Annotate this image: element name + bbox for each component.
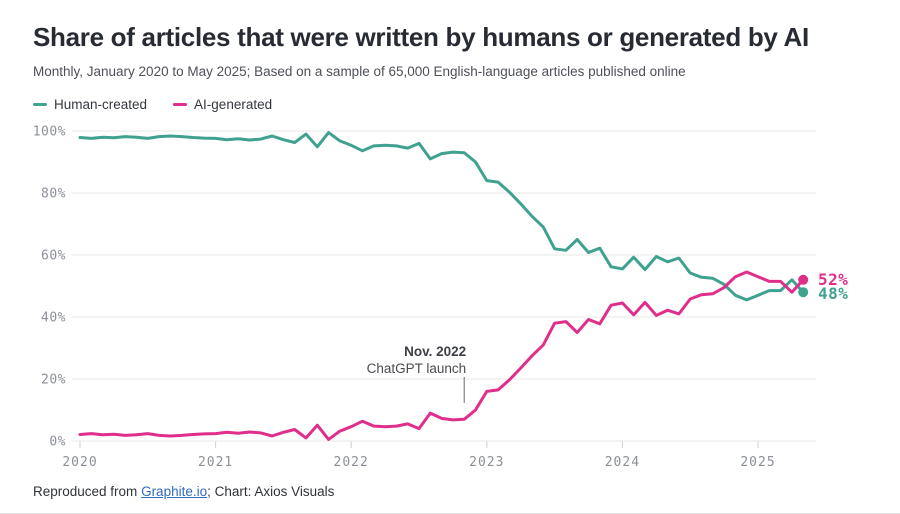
- legend-label-human: Human-created: [54, 97, 148, 112]
- chart-source: Reproduced from Graphite.io; Chart: Axio…: [33, 484, 334, 499]
- chart-legend: Human-created AI-generated: [33, 97, 272, 112]
- x-axis-label: 2023: [469, 455, 504, 470]
- x-axis-label: 2024: [605, 455, 640, 470]
- chart-subtitle: Monthly, January 2020 to May 2025; Based…: [33, 64, 686, 79]
- ai-generated-end-dot: [798, 274, 809, 285]
- y-axis-label: 20%: [41, 373, 66, 388]
- annotation-text: ChatGPT launch: [367, 361, 467, 376]
- x-axis-label: 2022: [334, 455, 369, 470]
- source-suffix: ; Chart: Axios Visuals: [207, 484, 335, 499]
- human-line-swatch-icon: [33, 102, 47, 107]
- source-prefix: Reproduced from: [33, 484, 142, 499]
- y-axis-label: 60%: [41, 249, 66, 264]
- x-axis-label: 2025: [740, 455, 775, 470]
- legend-label-ai: AI-generated: [194, 97, 273, 112]
- x-axis-label: 2021: [198, 455, 233, 470]
- x-axis-label: 2020: [62, 455, 97, 470]
- human-created-end-label: 48%: [818, 284, 848, 303]
- y-axis-label: 0%: [49, 435, 66, 450]
- y-axis-label: 80%: [41, 187, 66, 202]
- y-axis-label: 40%: [41, 311, 66, 326]
- ai-generated-end-label: 52%: [818, 270, 848, 289]
- ai-line-swatch-icon: [173, 102, 188, 107]
- ai-generated-line: [78, 270, 805, 441]
- graphite-link[interactable]: Graphite.io: [141, 484, 208, 499]
- human-created-line: [78, 131, 805, 302]
- human-created-end-dot: [798, 287, 809, 298]
- annotation-date: Nov. 2022: [404, 344, 466, 359]
- legend-item-human: Human-created: [33, 97, 147, 112]
- legend-item-ai: AI-generated: [173, 97, 272, 112]
- page-title: Share of articles that were written by h…: [33, 22, 809, 52]
- y-axis-label: 100%: [33, 125, 66, 140]
